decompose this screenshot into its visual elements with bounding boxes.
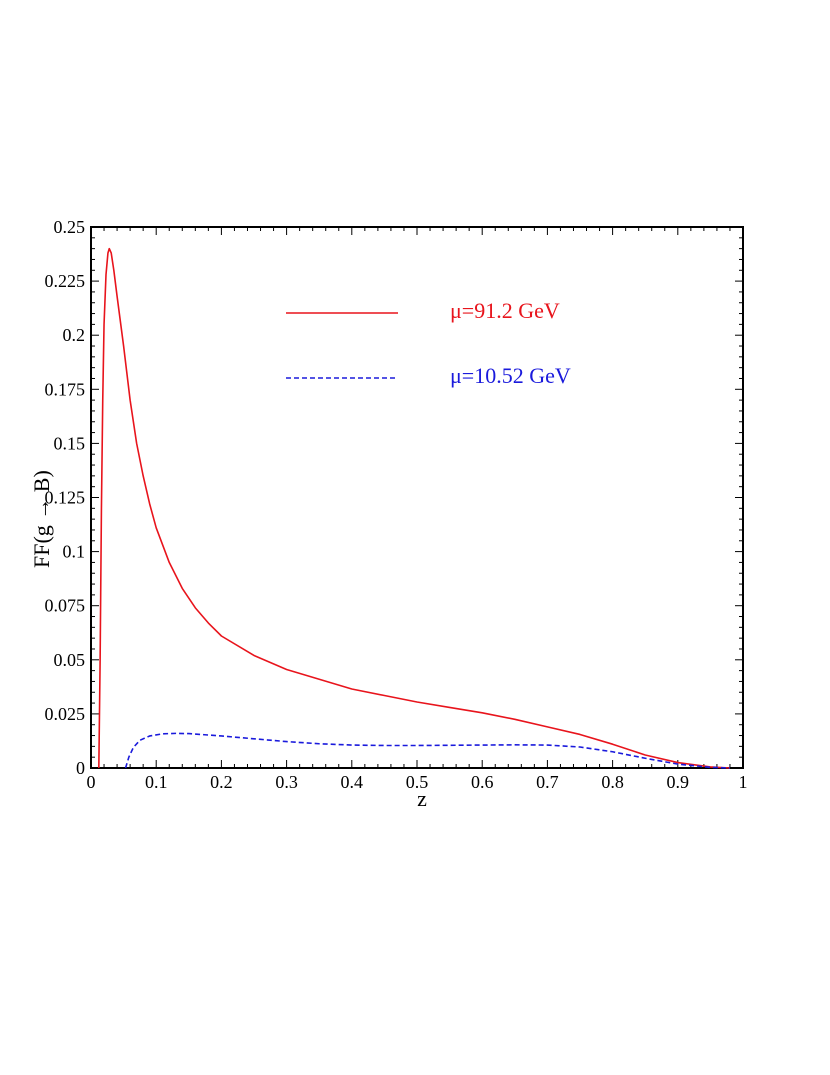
legend-label-0: μ=91.2 GeV (450, 298, 560, 323)
x-axis-label: z (417, 786, 427, 811)
y-tick-label: 0.2 (63, 325, 86, 345)
x-tick-label: 0.9 (667, 772, 690, 792)
y-tick-label: 0 (76, 758, 85, 778)
plot-frame (90, 226, 744, 769)
x-tick-label: 0.2 (210, 772, 233, 792)
y-tick-label: 0.15 (54, 433, 86, 453)
y-tick-labels: 0 0.025 0.05 0.075 0.1 0.125 0.15 0.175 0.2 0.225… (45, 217, 86, 778)
y-tick-label: 0.1 (63, 542, 86, 562)
legend-label-1: μ=10.52 GeV (450, 363, 571, 388)
x-tick-label: 0 (87, 772, 96, 792)
y-tick-label: 0.175 (45, 379, 86, 399)
x-tick-label: 0.8 (601, 772, 624, 792)
y-tick-label: 0.025 (45, 704, 86, 724)
x-tick-label: 0.7 (536, 772, 559, 792)
series-lines (98, 247, 731, 769)
x-tick-label: 0.3 (275, 772, 298, 792)
y-tick-label: 0.25 (54, 217, 86, 237)
x-tick-label: 0.5 (406, 772, 429, 792)
x-tick-label: 1 (739, 772, 748, 792)
y-tick-label: 0.225 (45, 271, 86, 291)
y-tick-label: 0.125 (45, 488, 86, 508)
y-tick-label: 0.075 (45, 596, 86, 616)
tick-marks (90, 226, 744, 769)
x-tick-labels: 0 0.1 0.2 0.3 0.4 0.5 0.6 0.7 0.8 0.9 1 (87, 772, 748, 792)
x-tick-label: 0.1 (145, 772, 168, 792)
x-tick-label: 0.6 (471, 772, 494, 792)
y-tick-label: 0.05 (54, 650, 86, 670)
legend: μ=91.2 GeV μ=10.52 GeV (286, 298, 571, 388)
series-line-0 (98, 247, 731, 769)
x-tick-label: 0.4 (341, 772, 364, 792)
series-line-1 (124, 732, 730, 769)
y-axis-label: FF(g → B) (29, 470, 54, 568)
